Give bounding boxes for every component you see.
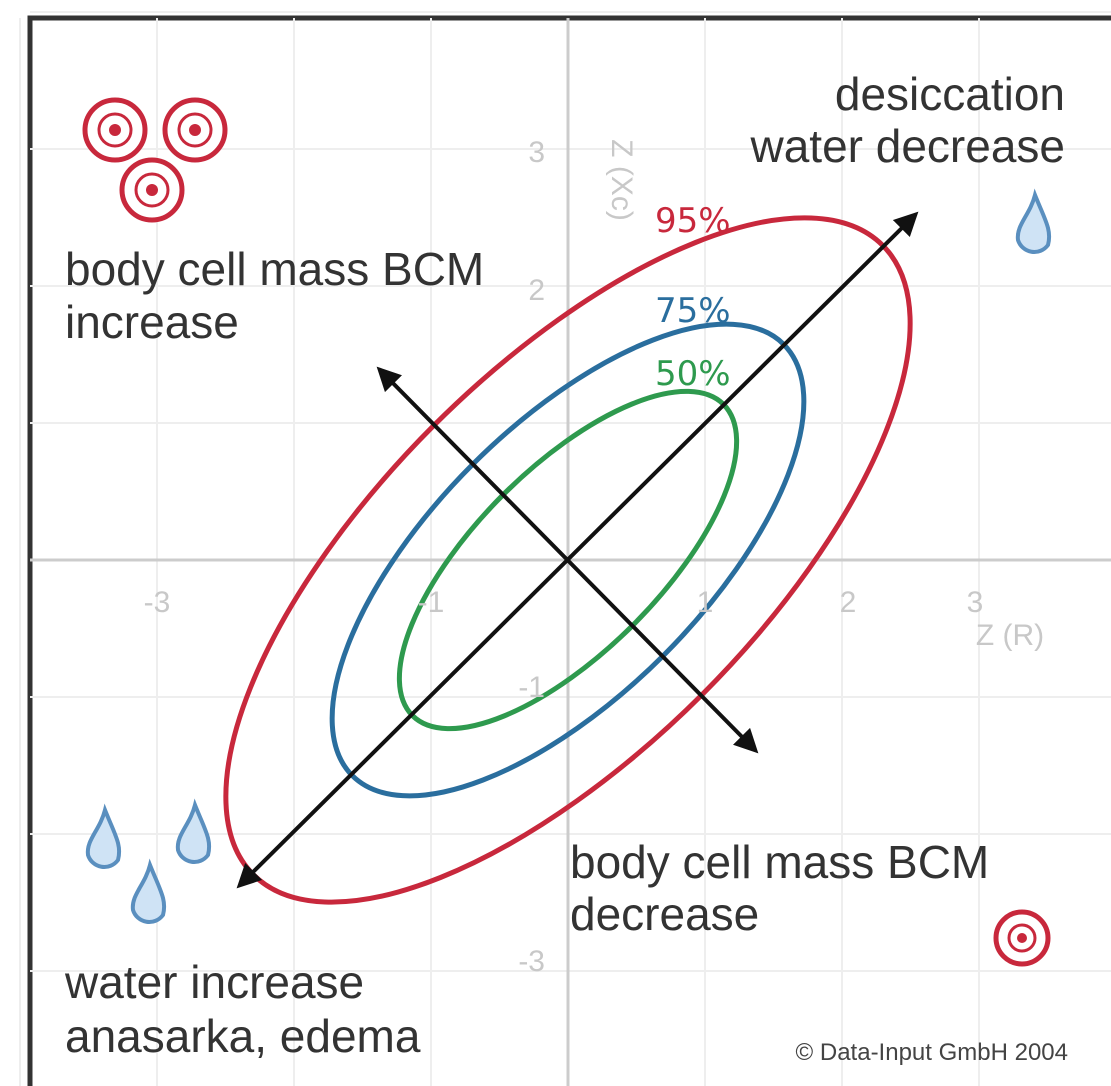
label-75: 75%: [655, 291, 731, 331]
x-tick-label: -3: [144, 586, 171, 619]
copyright: © Data-Input GmbH 2004: [796, 1039, 1068, 1066]
y-tick-label: -3: [518, 945, 545, 978]
quadrant-text: increase: [65, 296, 239, 348]
x-tick-label: 2: [840, 586, 857, 619]
quadrant-text: decrease: [570, 888, 759, 940]
quadrant-text: body cell mass BCM: [570, 836, 989, 888]
x-tick-label: 3: [967, 586, 984, 619]
cell-nuclei: [109, 124, 1027, 943]
quadrant-text: water decrease: [750, 120, 1066, 172]
drop-icons: [85, 188, 1052, 924]
label-95: 95%: [655, 201, 731, 241]
y-axis-label: Z (Xc): [605, 139, 638, 221]
quadrant-text: desiccation: [835, 68, 1065, 120]
arrow-cross: [376, 366, 759, 754]
quadrant-text: anasarka, edema: [65, 1010, 421, 1062]
y-tick-label: 3: [528, 136, 545, 169]
x-tick-label: 1: [697, 586, 714, 619]
quadrant-text: water increase: [64, 956, 364, 1008]
y-tick-label: 2: [528, 274, 545, 307]
x-axis-label: Z (R): [976, 619, 1044, 652]
x-tick-label: -1: [418, 586, 445, 619]
y-tick-label: -1: [518, 671, 545, 704]
quadrant-text: body cell mass BCM: [65, 243, 484, 295]
label-50: 50%: [655, 354, 731, 394]
